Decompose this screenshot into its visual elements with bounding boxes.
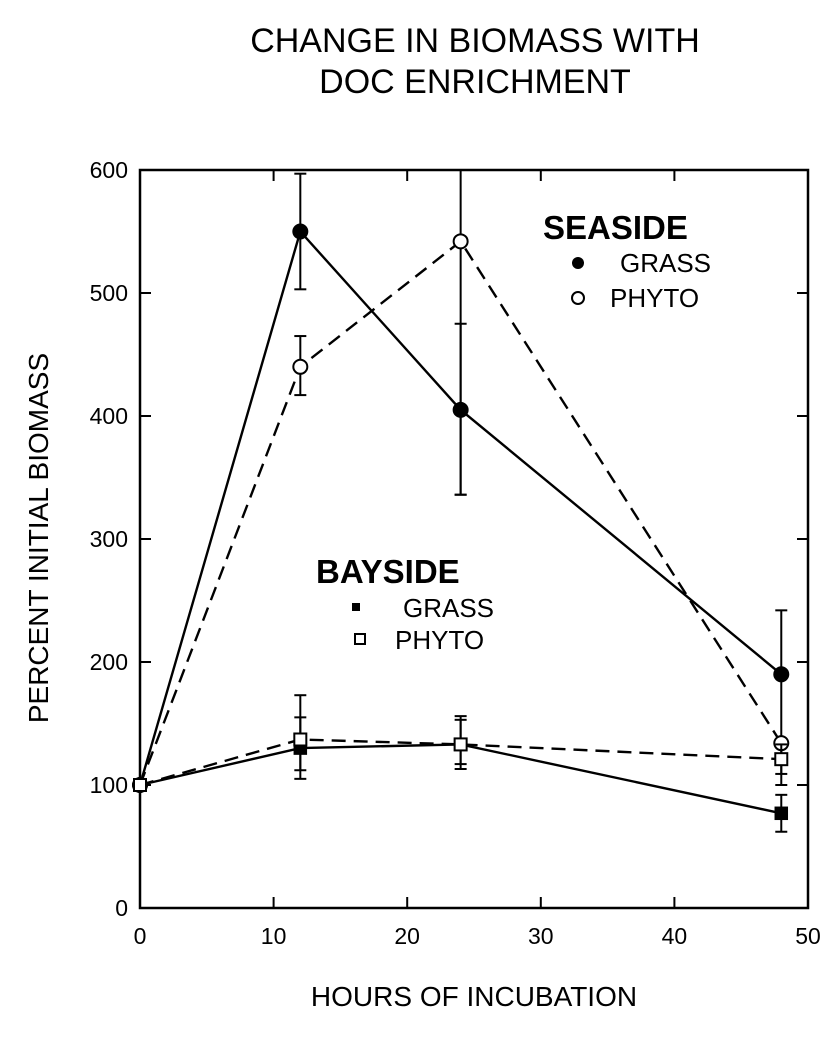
x-tick-label: 40 (662, 923, 688, 949)
legend-heading: SEASIDE (543, 209, 688, 246)
series-bayside-phyto (133, 694, 789, 792)
legend-label: PHYTO (395, 625, 484, 655)
data-point (293, 732, 308, 747)
y-axis-label: PERCENT INITIAL BIOMASS (23, 353, 54, 723)
legend-marker (354, 633, 366, 645)
data-point (453, 737, 468, 752)
chart-title-line-1: CHANGE IN BIOMASS WITH (250, 22, 700, 60)
x-tick-label: 10 (261, 923, 287, 949)
x-tick-label: 20 (394, 923, 420, 949)
y-tick-label: 300 (90, 526, 128, 552)
y-tick-label: 200 (90, 649, 128, 675)
y-tick-label: 500 (90, 280, 128, 306)
data-point (292, 223, 309, 240)
data-point (452, 233, 469, 250)
y-tick-label: 400 (90, 403, 128, 429)
series-line (138, 229, 783, 786)
legend-label: PHYTO (610, 283, 699, 313)
y-tick-label: 100 (90, 772, 128, 798)
y-tick-label: 0 (115, 895, 128, 921)
data-point (774, 806, 789, 821)
data-point (292, 358, 309, 375)
legend-marker (352, 603, 360, 611)
series-line (139, 743, 782, 815)
data-point (133, 778, 147, 792)
data-point (773, 666, 790, 683)
legend-heading: BAYSIDE (316, 553, 460, 590)
series-line (138, 239, 783, 786)
x-tick-label: 30 (528, 923, 554, 949)
x-tick-label: 0 (134, 923, 147, 949)
data-point (774, 752, 789, 767)
x-tick-label: 50 (795, 923, 821, 949)
legend-marker (572, 257, 584, 269)
chart-title-line-2: DOC ENRICHMENT (319, 63, 631, 101)
legend-label: GRASS (403, 593, 494, 623)
legend-marker (571, 291, 585, 305)
y-tick-label: 600 (90, 157, 128, 183)
x-axis-label: HOURS OF INCUBATION (311, 981, 637, 1012)
series-line (139, 738, 782, 787)
legend-label: GRASS (620, 248, 711, 278)
